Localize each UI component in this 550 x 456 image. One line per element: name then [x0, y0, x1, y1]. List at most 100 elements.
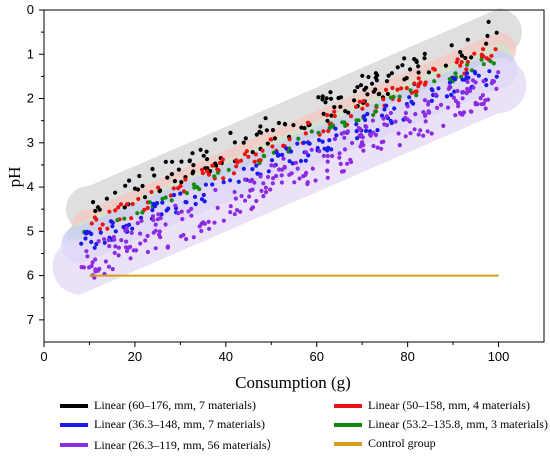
data-point [258, 174, 263, 179]
y-axis-title: pH [5, 167, 24, 188]
data-point [404, 75, 409, 81]
data-point [198, 147, 203, 152]
data-point [287, 137, 292, 142]
data-point [359, 141, 364, 147]
data-point [388, 110, 393, 116]
data-point [112, 250, 117, 255]
data-point [257, 129, 262, 134]
data-point [392, 106, 397, 111]
data-point [473, 80, 478, 85]
data-point [228, 204, 233, 209]
data-point [381, 116, 386, 121]
data-point [254, 132, 259, 137]
data-point [137, 173, 142, 179]
data-point [279, 180, 284, 185]
data-point [207, 226, 212, 231]
data-point [416, 70, 421, 75]
data-point [191, 235, 196, 240]
data-point [320, 94, 325, 99]
data-point [481, 79, 486, 84]
data-point [110, 224, 115, 229]
data-point [395, 65, 400, 70]
data-point [236, 179, 241, 184]
data-point [360, 73, 365, 78]
data-point [465, 86, 470, 92]
data-point [124, 202, 130, 207]
data-point [169, 172, 174, 177]
data-point [259, 188, 264, 193]
data-point [103, 259, 108, 264]
data-point [393, 119, 398, 124]
data-point [171, 192, 177, 198]
data-point [471, 85, 476, 90]
data-point [490, 78, 495, 84]
data-point [269, 163, 274, 168]
data-point [464, 71, 470, 76]
data-point [302, 126, 307, 131]
data-point [329, 113, 334, 118]
data-point [325, 159, 330, 164]
data-point [441, 123, 446, 128]
data-point [397, 143, 402, 148]
data-point [193, 201, 198, 207]
data-point [257, 161, 262, 166]
data-point [248, 179, 253, 184]
data-point [181, 232, 186, 238]
data-point [189, 213, 194, 218]
data-point [201, 153, 206, 158]
data-point [384, 103, 389, 108]
data-point [152, 204, 158, 209]
data-point [104, 196, 109, 201]
legend-label: Linear (26.3–119, mm, 56 materials） [94, 438, 279, 452]
data-point [287, 159, 292, 164]
data-point [96, 268, 101, 273]
data-point [397, 94, 402, 99]
data-point [426, 70, 431, 75]
data-point [113, 244, 118, 249]
data-point [139, 218, 144, 223]
data-point [169, 198, 174, 203]
data-point [325, 113, 330, 118]
data-point [261, 194, 266, 199]
data-point [427, 110, 432, 115]
data-point [190, 151, 195, 156]
data-point [349, 114, 354, 119]
data-point [316, 95, 321, 100]
data-point [484, 41, 489, 46]
data-point [315, 145, 320, 151]
data-point [113, 208, 118, 213]
data-point [371, 130, 376, 135]
data-point [284, 146, 289, 151]
data-point [204, 157, 210, 162]
data-point [178, 184, 183, 189]
data-point [400, 63, 405, 68]
data-point [281, 143, 286, 148]
data-point [134, 248, 139, 253]
data-point [379, 140, 384, 145]
x-tick-label: 0 [40, 349, 47, 364]
data-point [241, 166, 246, 171]
data-point [412, 81, 417, 86]
data-point [135, 211, 140, 216]
data-point [465, 79, 470, 84]
data-point [325, 175, 330, 180]
data-point [455, 88, 460, 94]
data-point [337, 151, 342, 156]
legend-swatch [60, 403, 88, 408]
data-point [321, 111, 326, 116]
data-point [232, 140, 237, 145]
data-point [447, 80, 452, 85]
data-point [468, 109, 473, 114]
data-point [354, 129, 359, 134]
data-point [414, 58, 419, 63]
data-point [373, 87, 378, 92]
data-point [316, 130, 321, 135]
data-point [165, 175, 170, 180]
legend-item: Control group [334, 436, 436, 451]
data-point [361, 148, 366, 153]
data-point [429, 131, 434, 136]
data-point [358, 127, 363, 132]
data-point [242, 152, 247, 157]
data-point [231, 171, 237, 176]
data-point [164, 208, 169, 213]
